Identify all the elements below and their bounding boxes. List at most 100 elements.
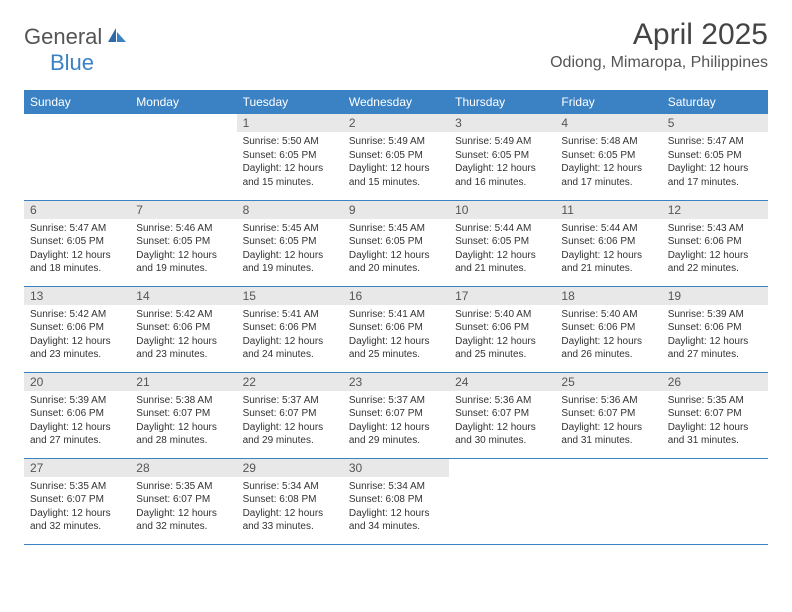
day-cell: 7Sunrise: 5:46 AMSunset: 6:05 PMDaylight… [130,200,236,286]
day-cell: 4Sunrise: 5:48 AMSunset: 6:05 PMDaylight… [555,114,661,200]
day-ss: Sunset: 6:05 PM [243,149,337,163]
location: Odiong, Mimaropa, Philippines [550,54,768,72]
day-cell: 18Sunrise: 5:40 AMSunset: 6:06 PMDayligh… [555,286,661,372]
day-data: Sunrise: 5:36 AMSunset: 6:07 PMDaylight:… [555,391,661,452]
day-number: 18 [555,287,661,305]
day-cell [24,114,130,200]
day-d1: Daylight: 12 hours [561,249,655,263]
day-number: 9 [343,201,449,219]
day-cell: 20Sunrise: 5:39 AMSunset: 6:06 PMDayligh… [24,372,130,458]
day-ss: Sunset: 6:06 PM [30,321,124,335]
day-d2: and 32 minutes. [136,520,230,534]
day-number: 29 [237,459,343,477]
day-cell: 17Sunrise: 5:40 AMSunset: 6:06 PMDayligh… [449,286,555,372]
day-d2: and 20 minutes. [349,262,443,276]
day-d2: and 22 minutes. [668,262,762,276]
day-sr: Sunrise: 5:45 AM [349,222,443,236]
week-row: 6Sunrise: 5:47 AMSunset: 6:05 PMDaylight… [24,200,768,286]
day-sr: Sunrise: 5:41 AM [349,308,443,322]
day-d1: Daylight: 12 hours [455,249,549,263]
day-d1: Daylight: 12 hours [349,421,443,435]
day-sr: Sunrise: 5:45 AM [243,222,337,236]
day-d2: and 16 minutes. [455,176,549,190]
logo-text-blue: Blue [50,50,94,76]
day-ss: Sunset: 6:05 PM [349,235,443,249]
day-sr: Sunrise: 5:43 AM [668,222,762,236]
day-sr: Sunrise: 5:49 AM [455,135,549,149]
day-data: Sunrise: 5:36 AMSunset: 6:07 PMDaylight:… [449,391,555,452]
day-d1: Daylight: 12 hours [455,335,549,349]
day-d1: Daylight: 12 hours [243,421,337,435]
day-cell: 3Sunrise: 5:49 AMSunset: 6:05 PMDaylight… [449,114,555,200]
month-title: April 2025 [550,18,768,52]
day-cell: 15Sunrise: 5:41 AMSunset: 6:06 PMDayligh… [237,286,343,372]
day-d1: Daylight: 12 hours [136,335,230,349]
day-ss: Sunset: 6:07 PM [30,493,124,507]
day-sr: Sunrise: 5:44 AM [561,222,655,236]
day-d1: Daylight: 12 hours [349,162,443,176]
day-d2: and 15 minutes. [349,176,443,190]
day-number: 13 [24,287,130,305]
day-data: Sunrise: 5:41 AMSunset: 6:06 PMDaylight:… [237,305,343,366]
day-d2: and 27 minutes. [668,348,762,362]
day-number: 12 [662,201,768,219]
day-sr: Sunrise: 5:50 AM [243,135,337,149]
day-data: Sunrise: 5:46 AMSunset: 6:05 PMDaylight:… [130,219,236,280]
col-friday: Friday [555,90,661,114]
day-ss: Sunset: 6:06 PM [136,321,230,335]
day-d2: and 17 minutes. [668,176,762,190]
day-d2: and 28 minutes. [136,434,230,448]
day-number: 20 [24,373,130,391]
day-cell: 2Sunrise: 5:49 AMSunset: 6:05 PMDaylight… [343,114,449,200]
day-number: 30 [343,459,449,477]
day-data: Sunrise: 5:43 AMSunset: 6:06 PMDaylight:… [662,219,768,280]
day-sr: Sunrise: 5:38 AM [136,394,230,408]
day-d1: Daylight: 12 hours [243,249,337,263]
day-ss: Sunset: 6:08 PM [349,493,443,507]
day-number: 21 [130,373,236,391]
day-d1: Daylight: 12 hours [349,335,443,349]
day-d1: Daylight: 12 hours [561,421,655,435]
day-ss: Sunset: 6:07 PM [349,407,443,421]
day-data: Sunrise: 5:37 AMSunset: 6:07 PMDaylight:… [343,391,449,452]
day-cell: 27Sunrise: 5:35 AMSunset: 6:07 PMDayligh… [24,458,130,544]
day-d1: Daylight: 12 hours [668,421,762,435]
day-sr: Sunrise: 5:47 AM [668,135,762,149]
day-d1: Daylight: 12 hours [349,249,443,263]
day-cell: 23Sunrise: 5:37 AMSunset: 6:07 PMDayligh… [343,372,449,458]
day-cell: 30Sunrise: 5:34 AMSunset: 6:08 PMDayligh… [343,458,449,544]
day-d2: and 29 minutes. [349,434,443,448]
col-sunday: Sunday [24,90,130,114]
day-cell: 28Sunrise: 5:35 AMSunset: 6:07 PMDayligh… [130,458,236,544]
day-sr: Sunrise: 5:47 AM [30,222,124,236]
day-d2: and 21 minutes. [561,262,655,276]
day-sr: Sunrise: 5:37 AM [243,394,337,408]
day-sr: Sunrise: 5:34 AM [243,480,337,494]
day-data: Sunrise: 5:44 AMSunset: 6:06 PMDaylight:… [555,219,661,280]
day-data: Sunrise: 5:39 AMSunset: 6:06 PMDaylight:… [662,305,768,366]
day-cell: 19Sunrise: 5:39 AMSunset: 6:06 PMDayligh… [662,286,768,372]
day-number: 22 [237,373,343,391]
day-d2: and 25 minutes. [349,348,443,362]
day-cell: 13Sunrise: 5:42 AMSunset: 6:06 PMDayligh… [24,286,130,372]
col-monday: Monday [130,90,236,114]
day-d1: Daylight: 12 hours [561,335,655,349]
day-ss: Sunset: 6:06 PM [561,321,655,335]
day-d1: Daylight: 12 hours [561,162,655,176]
day-number: 24 [449,373,555,391]
day-data: Sunrise: 5:48 AMSunset: 6:05 PMDaylight:… [555,132,661,193]
day-d2: and 19 minutes. [243,262,337,276]
day-ss: Sunset: 6:05 PM [668,149,762,163]
day-cell [555,458,661,544]
day-sr: Sunrise: 5:39 AM [668,308,762,322]
day-ss: Sunset: 6:05 PM [243,235,337,249]
col-tuesday: Tuesday [237,90,343,114]
day-d2: and 23 minutes. [30,348,124,362]
day-cell [662,458,768,544]
day-number: 10 [449,201,555,219]
day-number: 1 [237,114,343,132]
day-sr: Sunrise: 5:40 AM [455,308,549,322]
day-data: Sunrise: 5:42 AMSunset: 6:06 PMDaylight:… [130,305,236,366]
day-d1: Daylight: 12 hours [243,162,337,176]
day-d2: and 32 minutes. [30,520,124,534]
